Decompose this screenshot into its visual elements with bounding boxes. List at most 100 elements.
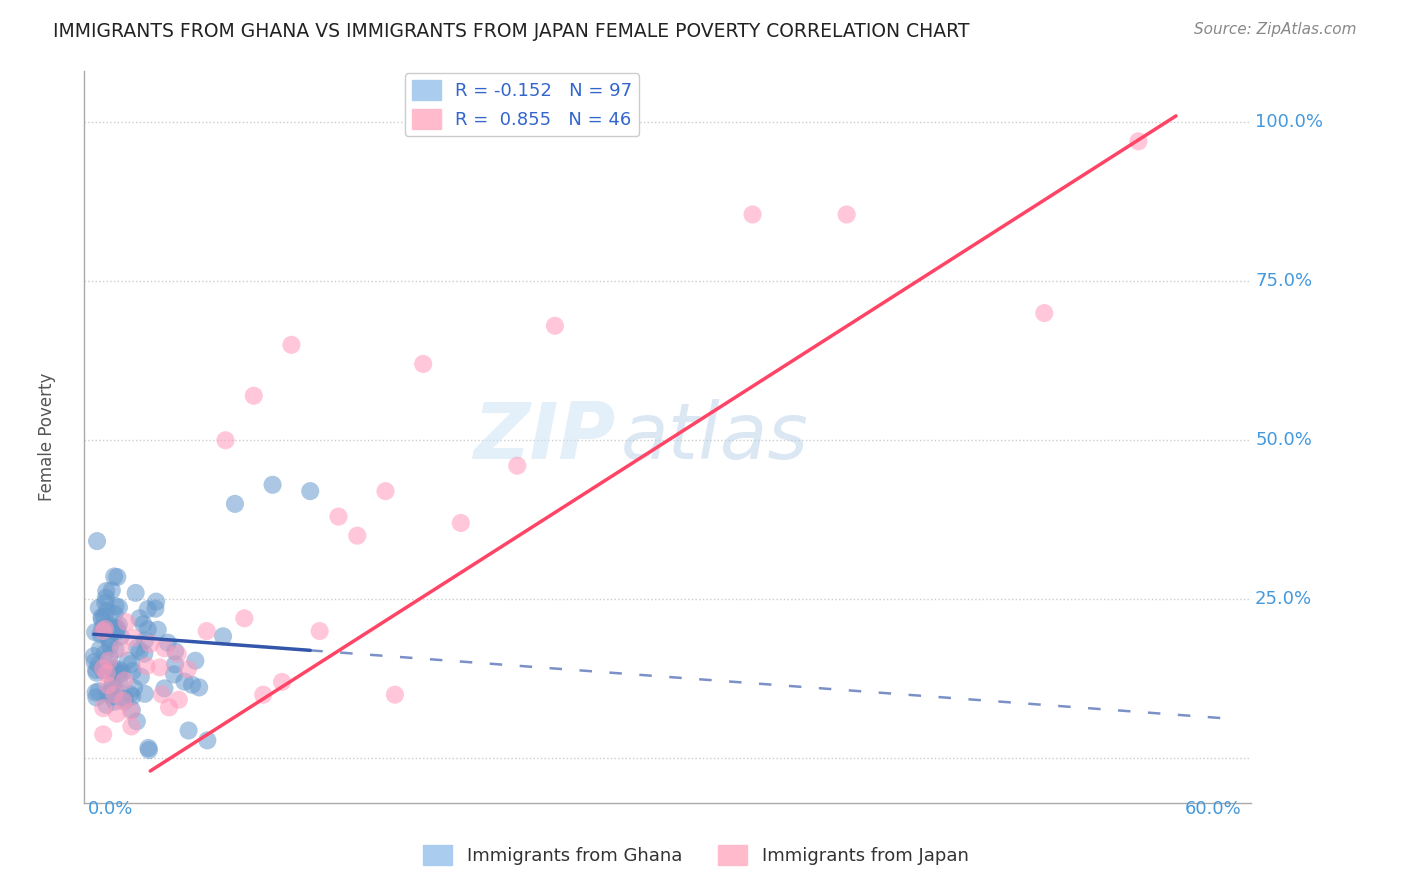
Point xyxy=(112,694,135,708)
Legend: R = -0.152   N = 97, R =  0.855   N = 46: R = -0.152 N = 97, R = 0.855 N = 46 xyxy=(405,73,640,136)
Point xyxy=(128,644,150,658)
Point xyxy=(101,679,124,693)
Point xyxy=(128,611,150,625)
Point xyxy=(104,607,127,621)
Point xyxy=(450,516,472,530)
Point xyxy=(135,659,157,673)
Point xyxy=(98,649,121,664)
Point xyxy=(101,620,124,634)
Point xyxy=(145,594,167,608)
Point xyxy=(163,667,186,681)
Point xyxy=(544,318,567,333)
Point xyxy=(114,691,136,706)
Point xyxy=(157,700,180,714)
Point xyxy=(308,624,330,638)
Point xyxy=(121,690,143,704)
Point xyxy=(97,687,120,701)
Point xyxy=(103,569,125,583)
Point xyxy=(110,630,132,644)
Point xyxy=(112,694,135,708)
Point xyxy=(97,654,120,668)
Point xyxy=(139,637,162,651)
Point xyxy=(94,622,117,636)
Point xyxy=(252,688,274,702)
Point xyxy=(98,639,121,653)
Point xyxy=(145,601,167,615)
Point xyxy=(96,664,118,678)
Point xyxy=(104,680,127,694)
Point xyxy=(166,647,188,661)
Point xyxy=(103,687,125,701)
Point xyxy=(90,612,112,626)
Point xyxy=(108,667,131,681)
Point xyxy=(110,641,132,656)
Point xyxy=(94,596,117,610)
Point xyxy=(122,631,145,645)
Point xyxy=(127,640,149,655)
Text: 0.0%: 0.0% xyxy=(89,799,134,818)
Point xyxy=(184,654,207,668)
Point xyxy=(84,685,107,699)
Point xyxy=(120,705,142,719)
Point xyxy=(84,663,107,677)
Point xyxy=(94,591,117,605)
Point xyxy=(97,678,120,692)
Text: 60.0%: 60.0% xyxy=(1185,799,1241,818)
Point xyxy=(98,623,121,637)
Point xyxy=(224,497,246,511)
Point xyxy=(87,657,110,672)
Point xyxy=(83,649,105,664)
Text: Source: ZipAtlas.com: Source: ZipAtlas.com xyxy=(1194,22,1357,37)
Point xyxy=(132,617,155,632)
Point xyxy=(111,666,134,681)
Point xyxy=(412,357,434,371)
Point xyxy=(125,714,148,729)
Point xyxy=(104,621,127,635)
Point xyxy=(136,602,159,616)
Point xyxy=(103,663,125,677)
Text: ZIP: ZIP xyxy=(472,399,616,475)
Point xyxy=(115,615,138,629)
Point xyxy=(153,681,176,696)
Point xyxy=(84,690,107,705)
Point xyxy=(129,670,152,684)
Text: IMMIGRANTS FROM GHANA VS IMMIGRANTS FROM JAPAN FEMALE POVERTY CORRELATION CHART: IMMIGRANTS FROM GHANA VS IMMIGRANTS FROM… xyxy=(53,22,970,41)
Point xyxy=(120,657,142,671)
Point xyxy=(153,641,176,656)
Text: 50.0%: 50.0% xyxy=(1256,431,1312,450)
Text: 100.0%: 100.0% xyxy=(1256,113,1323,131)
Point xyxy=(91,727,114,741)
Point xyxy=(98,632,121,647)
Text: Female Poverty: Female Poverty xyxy=(38,373,56,501)
Point xyxy=(214,434,236,448)
Point xyxy=(105,622,128,636)
Point xyxy=(122,681,145,695)
Point xyxy=(91,701,114,715)
Point xyxy=(271,675,294,690)
Point xyxy=(108,617,131,632)
Point xyxy=(121,664,143,678)
Point xyxy=(91,624,114,638)
Point xyxy=(91,621,114,635)
Point xyxy=(328,509,350,524)
Point xyxy=(121,703,143,717)
Point xyxy=(280,338,302,352)
Point xyxy=(384,688,406,702)
Point xyxy=(163,657,186,672)
Point xyxy=(91,661,114,675)
Point xyxy=(89,627,111,641)
Point xyxy=(173,674,195,689)
Point xyxy=(84,625,107,640)
Point xyxy=(105,621,128,635)
Point xyxy=(506,458,529,473)
Point xyxy=(134,647,156,661)
Point xyxy=(188,681,211,695)
Point xyxy=(101,677,124,691)
Point xyxy=(86,534,108,549)
Point xyxy=(103,661,125,675)
Point xyxy=(104,642,127,657)
Point xyxy=(104,665,127,679)
Point xyxy=(120,687,142,701)
Point xyxy=(134,687,156,701)
Point xyxy=(242,389,264,403)
